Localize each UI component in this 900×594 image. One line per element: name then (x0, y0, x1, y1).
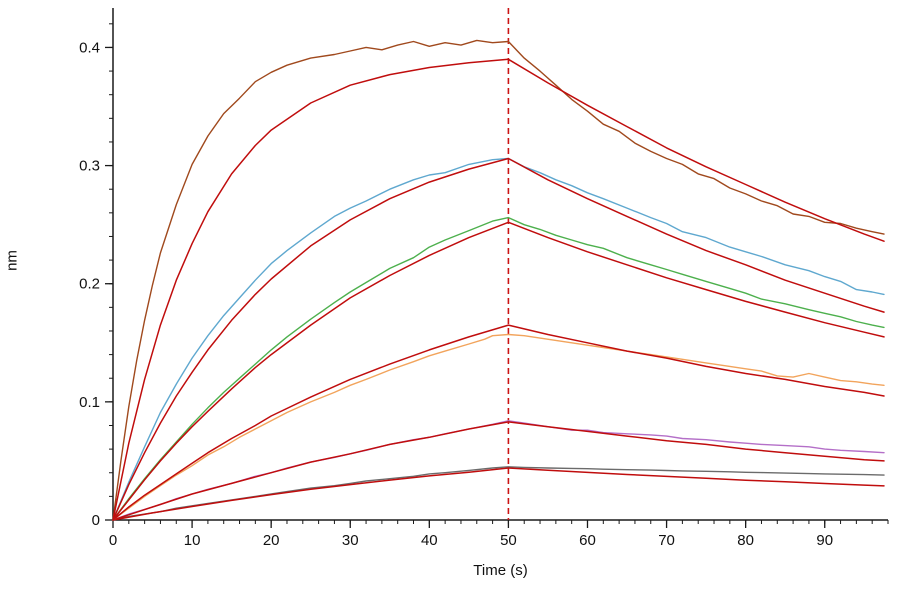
fit-blue (112, 157, 885, 521)
x-tick-label: 40 (421, 532, 438, 549)
x-tick-label: 80 (737, 532, 754, 549)
x-tick-label: 60 (579, 532, 596, 549)
x-tick-label: 0 (109, 532, 117, 549)
x-tick-label: 20 (263, 532, 280, 549)
trace-green-data (112, 216, 885, 521)
fit-green (112, 221, 885, 521)
x-axis-title: Time (s) (473, 562, 528, 579)
fit-brown (112, 58, 885, 521)
y-tick-label: 0.3 (79, 158, 100, 175)
fit-purple (112, 421, 885, 521)
y-tick-label: 0.1 (79, 394, 100, 411)
trace-gray-data (112, 466, 885, 521)
fit-orange (112, 324, 885, 521)
x-tick-label: 10 (184, 532, 201, 549)
trace-purple-data (112, 420, 885, 521)
x-tick-label: 30 (342, 532, 359, 549)
y-axis-title: nm (3, 250, 21, 271)
trace-orange-data (112, 333, 885, 521)
x-tick-label: 90 (816, 532, 833, 549)
fit-gray (112, 467, 885, 521)
x-tick-label: 70 (658, 532, 675, 549)
y-tick-label: 0.2 (79, 276, 100, 293)
x-tick-label: 50 (500, 532, 517, 549)
trace-brown-data (112, 39, 885, 521)
y-tick-label: 0 (92, 512, 100, 529)
trace-blue-data (112, 157, 885, 521)
y-tick-label: 0.4 (79, 39, 100, 56)
